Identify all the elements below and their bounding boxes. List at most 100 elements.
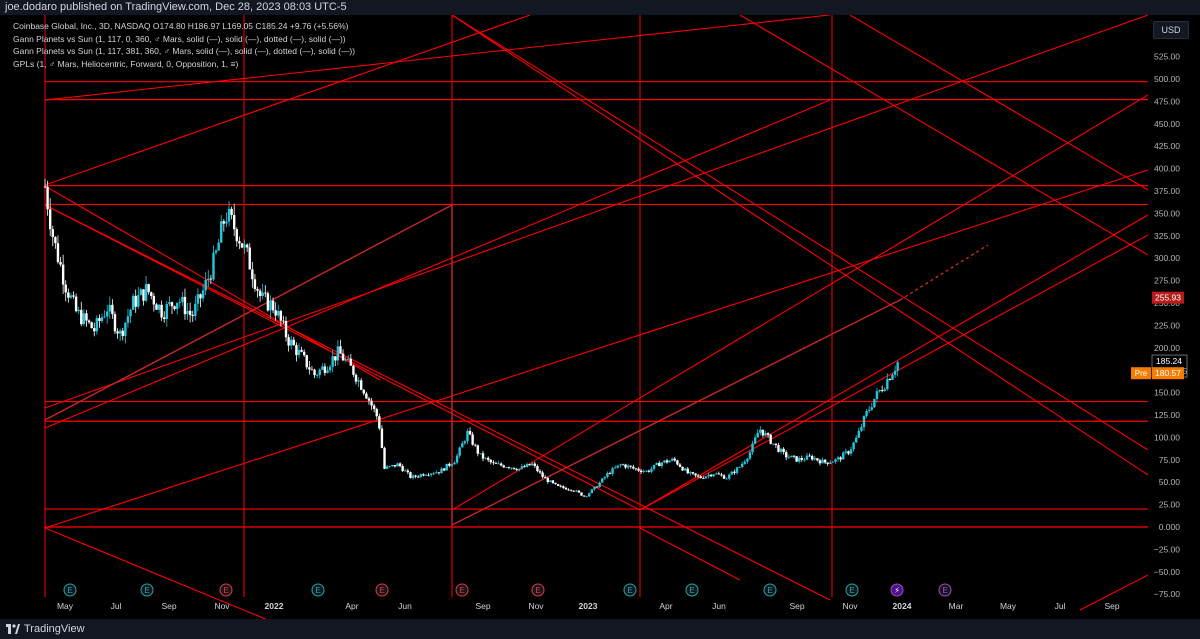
candle-body [720, 474, 723, 476]
candle-body [357, 380, 360, 382]
candle-body [235, 229, 238, 242]
candle-body [256, 289, 259, 291]
candle-body [419, 474, 423, 477]
candle-body [836, 457, 840, 460]
candle-body [606, 473, 609, 478]
candle-body [302, 351, 306, 356]
candle-body [712, 474, 715, 477]
candle-body [722, 475, 726, 479]
legend-indicator-2[interactable]: Gann Planets vs Sun (1, 117, 381, 360, ♂… [13, 46, 356, 56]
candle-body [728, 474, 731, 479]
candle-body [217, 242, 220, 251]
candle-body [437, 472, 441, 474]
candle-body [401, 466, 404, 472]
candle-body [616, 465, 619, 468]
candle-body [816, 458, 819, 461]
event-label: E [942, 586, 947, 595]
candle-body [883, 389, 886, 391]
event-marker-icon [531, 583, 545, 597]
footer-brand: TradingView [24, 623, 85, 635]
candle-body [588, 493, 591, 497]
time-tick-label: 2022 [265, 601, 284, 611]
candle-body [170, 302, 174, 307]
candle-body [494, 463, 498, 464]
candle-body [647, 470, 651, 472]
candle-body [515, 469, 518, 471]
candle-body [378, 416, 381, 429]
candle-body [118, 330, 122, 334]
candle-body [383, 447, 386, 469]
time-tick-label: Sep [161, 601, 176, 611]
candle-body [95, 318, 99, 332]
candle-body [510, 467, 513, 469]
diagonal-line-5 [44, 99, 831, 429]
candle-body [471, 434, 474, 445]
tradingview-logo-icon [6, 624, 20, 634]
time-tick-label: Nov [842, 601, 858, 611]
candle-body [308, 367, 311, 370]
event-label: E [67, 586, 72, 595]
price-chart[interactable]: 525.00 500.00 475.00 450.00 425.00 400.00 375.… [0, 15, 1200, 619]
candle-body [787, 457, 791, 459]
diagonal-line-6 [44, 15, 1149, 409]
candle-body [525, 464, 529, 467]
price-tick-label: 425.00 [1154, 141, 1180, 151]
candle-body [652, 464, 656, 469]
legend-indicator-3[interactable]: GPLs (1, ♂ Mars, Heliocentric, Forward, … [13, 58, 239, 69]
candle-body [365, 393, 368, 399]
candle-body [497, 463, 500, 465]
candle-body [463, 441, 467, 444]
candle-body [222, 221, 226, 224]
candle-body [673, 458, 676, 461]
candle-body [147, 284, 150, 293]
time-tick-label: Jul [111, 601, 122, 611]
candle-body [621, 464, 625, 466]
time-axis[interactable]: May Jul Sep Nov 2022 Apr Jun Sep Nov 2023 Apr Jun Se… [57, 601, 1120, 611]
candle-body [352, 365, 355, 375]
candle-body [769, 434, 772, 444]
candle-body [292, 339, 296, 346]
price-tick-label: 50.00 [1159, 477, 1181, 487]
legend-indicator-1[interactable]: Gann Planets vs Sun (1, 117, 0, 360, ♂ M… [13, 33, 346, 44]
diagonal-line-8 [44, 527, 267, 619]
candle-body [753, 437, 757, 444]
candle-body [645, 470, 648, 472]
candle-body [359, 380, 363, 390]
candle-body [546, 478, 549, 483]
candles [43, 178, 899, 498]
candle-body [668, 460, 671, 463]
candle-body [160, 304, 163, 318]
event-label: E [223, 586, 228, 595]
candle-body [69, 295, 73, 298]
candle-body [188, 310, 192, 315]
event-label: E [689, 586, 694, 595]
candle-body [448, 463, 451, 466]
event-marker-icon [375, 583, 389, 597]
candle-body [502, 465, 505, 468]
candle-body [429, 473, 433, 475]
candle-body [367, 398, 371, 401]
candle-body [453, 462, 456, 465]
candle-body [842, 452, 845, 460]
price-tick-label: 25.00 [1159, 500, 1181, 510]
candle-body [46, 186, 49, 210]
legend-symbol-line[interactable]: Coinbase Global, Inc., 3D, NASDAQ O174.8… [13, 21, 349, 31]
time-tick-label: 2024 [893, 601, 912, 611]
candle-body [183, 296, 187, 315]
candle-body [598, 482, 601, 488]
candle-body [409, 472, 412, 478]
candle-body [144, 284, 148, 301]
candle-body [370, 400, 373, 406]
price-tick-label: 225.00 [1154, 320, 1180, 330]
price-axis[interactable]: 525.00 500.00 475.00 450.00 425.00 400.00 375.… [1148, 15, 1200, 605]
candle-body [683, 468, 687, 471]
candle-body [142, 289, 145, 301]
candle-body [253, 279, 257, 290]
currency-button[interactable]: USD [1153, 21, 1189, 39]
candle-body [328, 366, 332, 371]
candle-body [287, 337, 290, 346]
time-tick-label: Apr [345, 601, 358, 611]
candle-body [595, 486, 599, 488]
candle-body [113, 314, 117, 332]
candle-body [559, 485, 562, 487]
